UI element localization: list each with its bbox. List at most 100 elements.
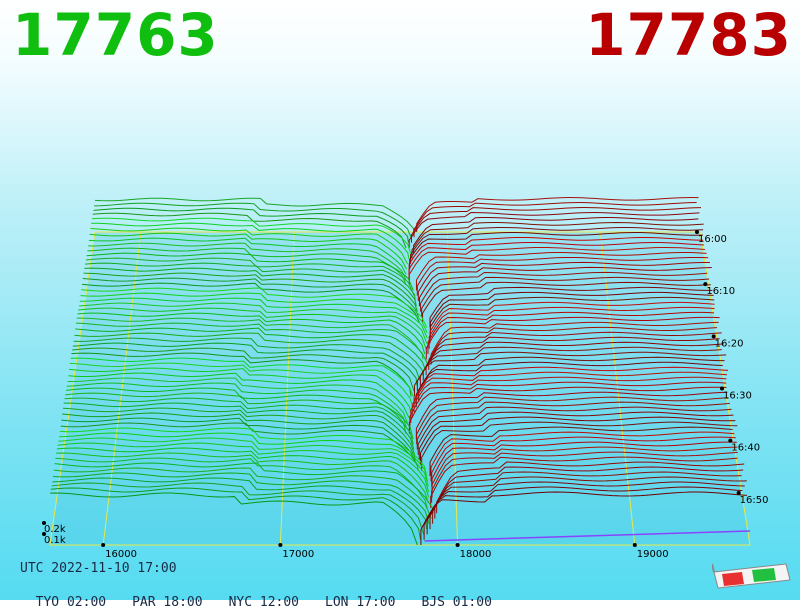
bid-depth-line (85, 262, 416, 302)
x-tick-label-19000: 19000 (637, 549, 669, 560)
bid-depth-line (82, 277, 419, 318)
bid-depth-line (86, 252, 414, 291)
bid-depth-line (72, 342, 418, 386)
y-tick-label-0.2k: 0.2k (44, 524, 66, 535)
x-tick-label-16000: 16000 (105, 549, 137, 560)
ask-depth-line (422, 336, 720, 381)
ask-depth-line (420, 271, 708, 312)
ask-depth-line (419, 341, 724, 386)
bid-depth-line (78, 302, 428, 344)
ask-depth-line (418, 266, 712, 307)
x-tick-label-18000: 18000 (460, 549, 492, 560)
bid-depth-line (90, 227, 408, 265)
bid-depth-line (88, 237, 407, 275)
ask-depth-line (408, 236, 704, 275)
bid-depth-line (61, 417, 418, 466)
ask-depth-line (425, 331, 722, 376)
bid-depth-line (56, 447, 430, 498)
y-tick-dot (42, 521, 46, 525)
bid-depth-line (71, 352, 412, 397)
bid-depth-line (62, 412, 417, 461)
bid-depth-line (54, 462, 434, 514)
bid-depth-line (69, 367, 412, 413)
ask-depth-line (423, 486, 743, 540)
timezone-bjs: BJS 01:00 (421, 595, 492, 610)
time-tick-dot (728, 438, 733, 443)
ask-depth-line (430, 431, 735, 482)
ask-depth-line (418, 356, 725, 402)
ask-depth-line (410, 376, 727, 423)
timezone-tyo: TYO 02:00 (35, 595, 107, 610)
bid-depth-line (60, 422, 419, 471)
ask-depth-line (429, 286, 713, 328)
ask-depth-line (411, 222, 704, 259)
bid-depth-line (84, 267, 417, 307)
bid-depth-line (78, 307, 427, 349)
ask-depth-line (408, 241, 704, 280)
ask-depth-line (408, 386, 727, 434)
bid-depth-line (57, 442, 430, 493)
ask-depth-line (431, 441, 737, 492)
bid-depth-line (49, 492, 418, 546)
bid-depth-line (75, 322, 429, 365)
time-tick-label: 16:00 (698, 234, 727, 245)
bid-depth-line (65, 392, 414, 440)
ask-depth-line (434, 466, 744, 519)
bid-depth-line (79, 297, 428, 339)
timezone-nyc: NYC 12:00 (228, 595, 300, 610)
ask-depth-line (422, 281, 711, 323)
bid-depth-line (81, 282, 420, 323)
bid-depth-line (73, 337, 421, 381)
time-tick-dot (720, 386, 724, 391)
ask-depth-line (430, 321, 719, 365)
ask-depth-line (430, 456, 738, 508)
ask-depth-line (408, 246, 705, 286)
bid-depth-line (50, 487, 422, 540)
3d-glasses-icon[interactable] (712, 560, 792, 592)
bid-depth-line (53, 472, 430, 524)
ask-depth-line (429, 476, 747, 530)
ask-depth-line (427, 311, 715, 355)
bid-depth-line (55, 457, 428, 509)
time-tick-dot (695, 230, 699, 234)
bid-depth-line (63, 402, 415, 450)
x-tick-dot (278, 543, 283, 547)
ask-depth-line (415, 391, 728, 439)
ask-depth-line (428, 306, 715, 349)
ask-depth-line (420, 491, 748, 545)
bid-depth-line (92, 212, 407, 249)
ask-depth-line (415, 361, 723, 408)
time-tick-label: 16:20 (715, 338, 744, 349)
time-tick-label: 16:30 (723, 391, 752, 402)
ask-depth-line (431, 451, 738, 503)
bid-depth-line (64, 397, 414, 445)
bid-depth-line (72, 347, 415, 392)
bid-depth-line (74, 332, 424, 376)
bid-depth-line (67, 377, 408, 424)
bid-depth-line (94, 197, 415, 233)
ask-depth-line (421, 276, 710, 317)
time-tick-label: 16:40 (731, 443, 760, 454)
ask-price: 17783 (585, 1, 792, 69)
timezone-row: TYO 02:00 PAR 18:00 NYC 12:00 LON 17:00 BJS … (20, 580, 518, 610)
x-tick-label-17000: 17000 (282, 549, 314, 560)
ask-depth-line (429, 426, 733, 477)
bid-depth-line (76, 317, 424, 360)
ask-depth-line (416, 346, 722, 392)
ask-depth-line (428, 326, 718, 370)
bid-depth-line (91, 222, 410, 259)
ask-depth-line (416, 401, 730, 450)
bid-depth-line (68, 372, 410, 418)
bid-depth-line (62, 407, 416, 455)
bid-depth-line (52, 477, 428, 530)
bid-depth-line (83, 272, 418, 312)
ask-depth-line (410, 207, 701, 243)
ask-depth-line (419, 416, 736, 466)
utc-time: UTC 2022-11-10 17:00 (20, 561, 177, 576)
ask-depth-line (410, 226, 704, 264)
ask-depth-line (409, 231, 704, 270)
ask-depth-line (416, 197, 699, 232)
x-tick-dot (632, 543, 637, 547)
ask-depth-line (417, 406, 732, 455)
bid-depth-line (69, 362, 414, 408)
